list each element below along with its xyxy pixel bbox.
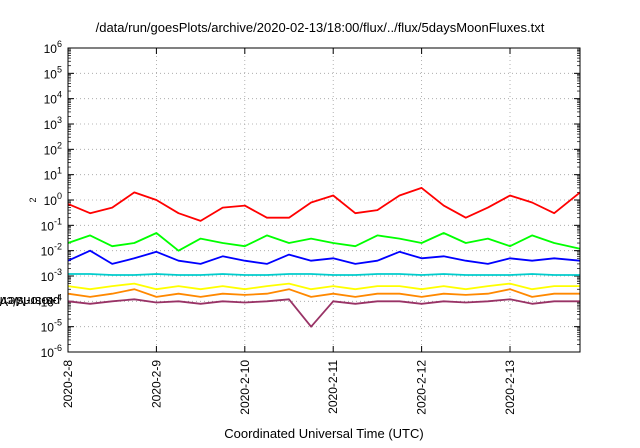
y-tick-label: 104 bbox=[44, 90, 62, 107]
x-axis-label: Coordinated Universal Time (UTC) bbox=[224, 426, 424, 441]
chart-title: /data/run/goesPlots/archive/2020-02-13/1… bbox=[95, 20, 545, 35]
series-line-4 bbox=[68, 273, 580, 276]
series-line-5 bbox=[67, 282, 580, 291]
y-tick-label: 10-4 bbox=[41, 292, 62, 309]
plot-frame bbox=[67, 47, 581, 353]
y-tick-label: 10-6 bbox=[41, 343, 62, 360]
y-tick-label: 102 bbox=[44, 140, 62, 157]
y-tick-label: 10-3 bbox=[41, 267, 62, 284]
y-tick-label: 10-1 bbox=[41, 216, 62, 233]
series-line-3 bbox=[67, 249, 581, 265]
y-tick-label: 101 bbox=[44, 166, 62, 183]
y-tick-label: 106 bbox=[44, 39, 62, 56]
y-tick-label: 10-2 bbox=[41, 242, 62, 259]
y-tick-label: 105 bbox=[44, 64, 62, 81]
x-tick-label: 2020-2-8 bbox=[61, 360, 75, 408]
series-line-2 bbox=[67, 232, 581, 252]
x-tick-label: 2020-2-13 bbox=[503, 360, 517, 415]
series-line-6 bbox=[67, 288, 580, 298]
y-tick-label: 10-5 bbox=[41, 318, 62, 335]
series-line-7 bbox=[67, 298, 580, 328]
x-tick-label: 2020-2-10 bbox=[238, 360, 252, 415]
y-tick-label: 100 bbox=[44, 191, 62, 208]
series-line-1 bbox=[67, 186, 581, 222]
x-tick-label: 2020-2-11 bbox=[326, 360, 340, 414]
y-tick-label: 103 bbox=[44, 115, 62, 132]
x-tick-label: 2020-2-12 bbox=[415, 360, 429, 415]
x-tick-label: 2020-2-9 bbox=[149, 360, 163, 408]
